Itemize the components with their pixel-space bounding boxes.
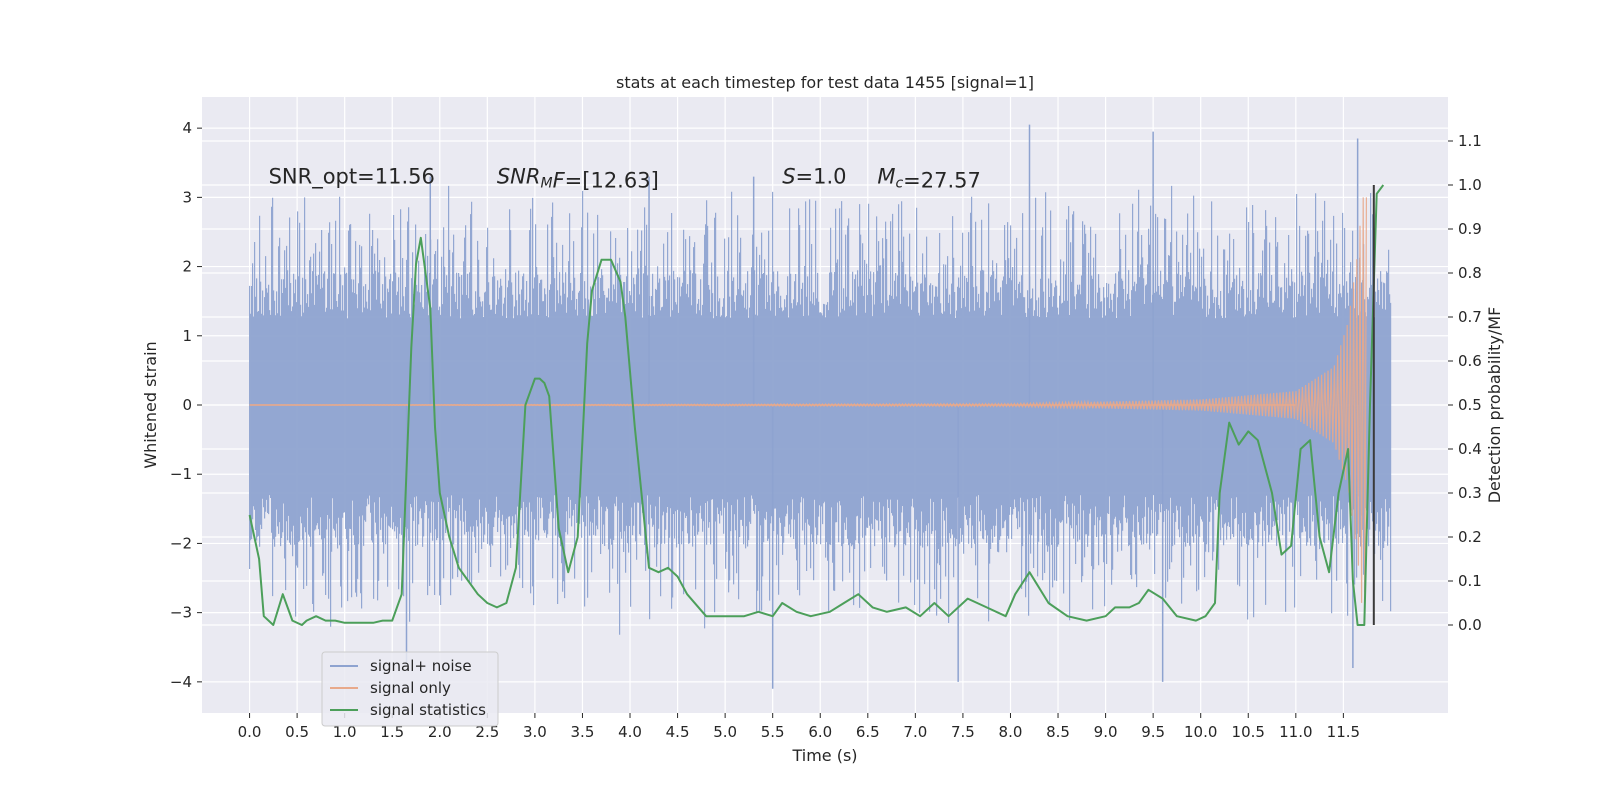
y-tick-label: 3 xyxy=(182,188,192,206)
x-tick-label: 6.0 xyxy=(808,723,832,741)
annotation-text: SNRMF=[12.63] xyxy=(497,165,659,193)
annotations: SNR_opt=11.56 SNRMF=[12.63] S=1.0 Mc=27.57 xyxy=(269,165,981,193)
x-tick-label: 2.5 xyxy=(475,723,499,741)
y-axis-label: Whitened strain xyxy=(141,341,160,468)
x-tick-label: 10.5 xyxy=(1232,723,1265,741)
y-tick-label: 0 xyxy=(182,396,192,414)
x-tick-label: 8.5 xyxy=(1046,723,1070,741)
x-tick-label: 0.0 xyxy=(238,723,262,741)
chart-title: stats at each timestep for test data 145… xyxy=(616,73,1034,92)
annotation-part: F xyxy=(553,169,566,193)
x-tick-label: 5.5 xyxy=(761,723,785,741)
y2-tick-label: 0.3 xyxy=(1458,484,1482,502)
y-tick-label: −4 xyxy=(170,673,192,691)
x-tick-label: 7.0 xyxy=(903,723,927,741)
x-axis-ticks: 0.0 0.5 1.0 1.5 2.0 2.5 3.0 3.5 4.0 4.5 5.0 5.5 6.0 6… xyxy=(238,713,1360,741)
y2-tick-label: 0.1 xyxy=(1458,572,1482,590)
annotation-text: Mc=27.57 xyxy=(877,165,981,193)
annotation-text: SNR_opt=11.56 xyxy=(269,165,435,190)
x-axis-label: Time (s) xyxy=(791,746,857,765)
series-signal-only xyxy=(249,197,1367,613)
annotation-part: M xyxy=(877,165,895,189)
noise-trace xyxy=(249,185,1392,635)
plot-layers xyxy=(248,124,1392,689)
annotation-part: S xyxy=(782,165,795,189)
annotation-part: =[12.63] xyxy=(565,169,659,193)
x-tick-label: 5.0 xyxy=(713,723,737,741)
x-tick-label: 3.5 xyxy=(571,723,595,741)
y-axis-ticks: 4 3 2 1 0 −1 −2 −3 −4 xyxy=(170,119,202,691)
y-tick-label: 1 xyxy=(182,327,192,345)
x-tick-label: 9.0 xyxy=(1094,723,1118,741)
annotation-part: =1.0 xyxy=(796,165,847,189)
y2-axis-label: Detection probability/MF xyxy=(1485,307,1504,504)
legend-box xyxy=(321,651,499,727)
series-signal-statistics xyxy=(248,184,1385,626)
x-tick-label: 7.5 xyxy=(951,723,975,741)
y-tick-label: 4 xyxy=(182,119,192,137)
x-tick-label: 11.0 xyxy=(1279,723,1312,741)
x-tick-label: 4.5 xyxy=(666,723,690,741)
x-tick-label: 2.0 xyxy=(428,723,452,741)
y2-tick-label: 0.5 xyxy=(1458,396,1482,414)
signal-statistics-line xyxy=(248,184,1385,626)
annotation-part: SNR xyxy=(497,165,541,189)
x-tick-label: 6.5 xyxy=(856,723,880,741)
annotation-part: c xyxy=(895,176,903,192)
annotation-part: M xyxy=(540,176,552,192)
x-tick-label: 8.0 xyxy=(999,723,1023,741)
x-tick-label: 11.5 xyxy=(1327,723,1360,741)
x-tick-label: 0.5 xyxy=(285,723,309,741)
x-tick-label: 4.0 xyxy=(618,723,642,741)
y2-tick-label: 0.6 xyxy=(1458,352,1482,370)
legend-label-signal-only: signal only xyxy=(370,679,451,697)
x-tick-label: 1.5 xyxy=(380,723,404,741)
y2-tick-label: 1.0 xyxy=(1458,176,1482,194)
annotation-text: S=1.0 xyxy=(782,165,846,189)
legend-label-signal-statistics: signal statistics xyxy=(370,701,486,719)
x-tick-label: 10.0 xyxy=(1184,723,1217,741)
y2-tick-label: 0.2 xyxy=(1458,528,1482,546)
y2-tick-label: 0.4 xyxy=(1458,440,1482,458)
y-tick-label: −2 xyxy=(170,534,192,552)
y2-tick-label: 0.9 xyxy=(1458,220,1482,238)
annotation-part: =27.57 xyxy=(903,169,981,193)
y-tick-label: −3 xyxy=(170,604,192,622)
y2-tick-label: 0.0 xyxy=(1458,616,1482,634)
y2-tick-label: 1.1 xyxy=(1458,132,1482,150)
y2-tick-label: 0.8 xyxy=(1458,264,1482,282)
legend: signal+ noise signal only signal statist… xyxy=(321,651,499,727)
legend-label-signal-noise: signal+ noise xyxy=(370,657,472,675)
y2-axis-ticks: 1.1 1.0 0.9 0.8 0.7 0.6 0.5 0.4 0.3 0.2 0.1 0.0 xyxy=(1448,132,1482,634)
x-tick-label: 3.0 xyxy=(523,723,547,741)
y2-tick-label: 0.7 xyxy=(1458,308,1482,326)
y-tick-label: −1 xyxy=(170,465,192,483)
y-tick-label: 2 xyxy=(182,258,192,276)
annotation-part: SNR_opt=11.56 xyxy=(269,165,435,190)
x-tick-label: 1.0 xyxy=(333,723,357,741)
x-tick-label: 9.5 xyxy=(1141,723,1165,741)
